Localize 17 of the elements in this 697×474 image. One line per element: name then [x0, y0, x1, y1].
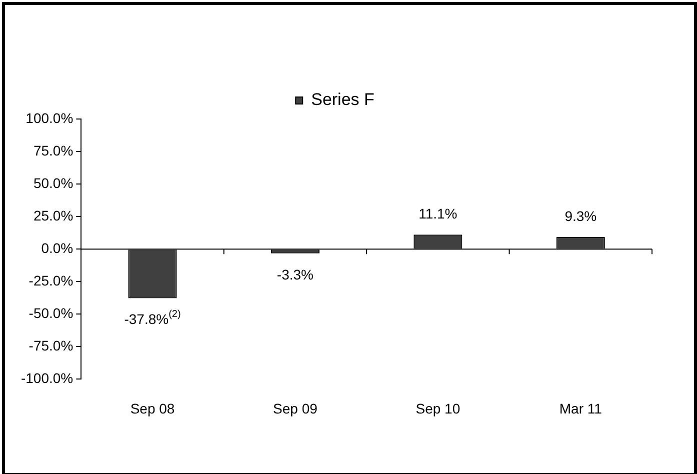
y-tick-label: 75.0% [33, 142, 74, 158]
data-label: 11.1% [418, 206, 458, 222]
legend-label: Series F [311, 90, 374, 110]
y-tick-label: -25.0% [28, 272, 74, 288]
y-tick-label: -75.0% [28, 338, 74, 354]
y-tick-label: 25.0% [33, 207, 74, 224]
y-tick-label: 50.0% [33, 174, 74, 191]
x-tick-label: Sep 08 [130, 400, 175, 416]
data-label: 9.3% [564, 208, 597, 224]
x-tick-label: Mar 11 [559, 400, 602, 416]
y-tick-label: 0.0% [41, 240, 74, 256]
y-tick-label: -100.0% [20, 370, 74, 386]
y-tick-label: 100.0% [26, 110, 74, 126]
y-tick-label: -50.0% [28, 305, 74, 322]
data-label: -3.3% [276, 266, 314, 282]
x-tick-label: Sep 09 [273, 400, 318, 416]
x-tick-label: Sep 10 [416, 400, 460, 416]
